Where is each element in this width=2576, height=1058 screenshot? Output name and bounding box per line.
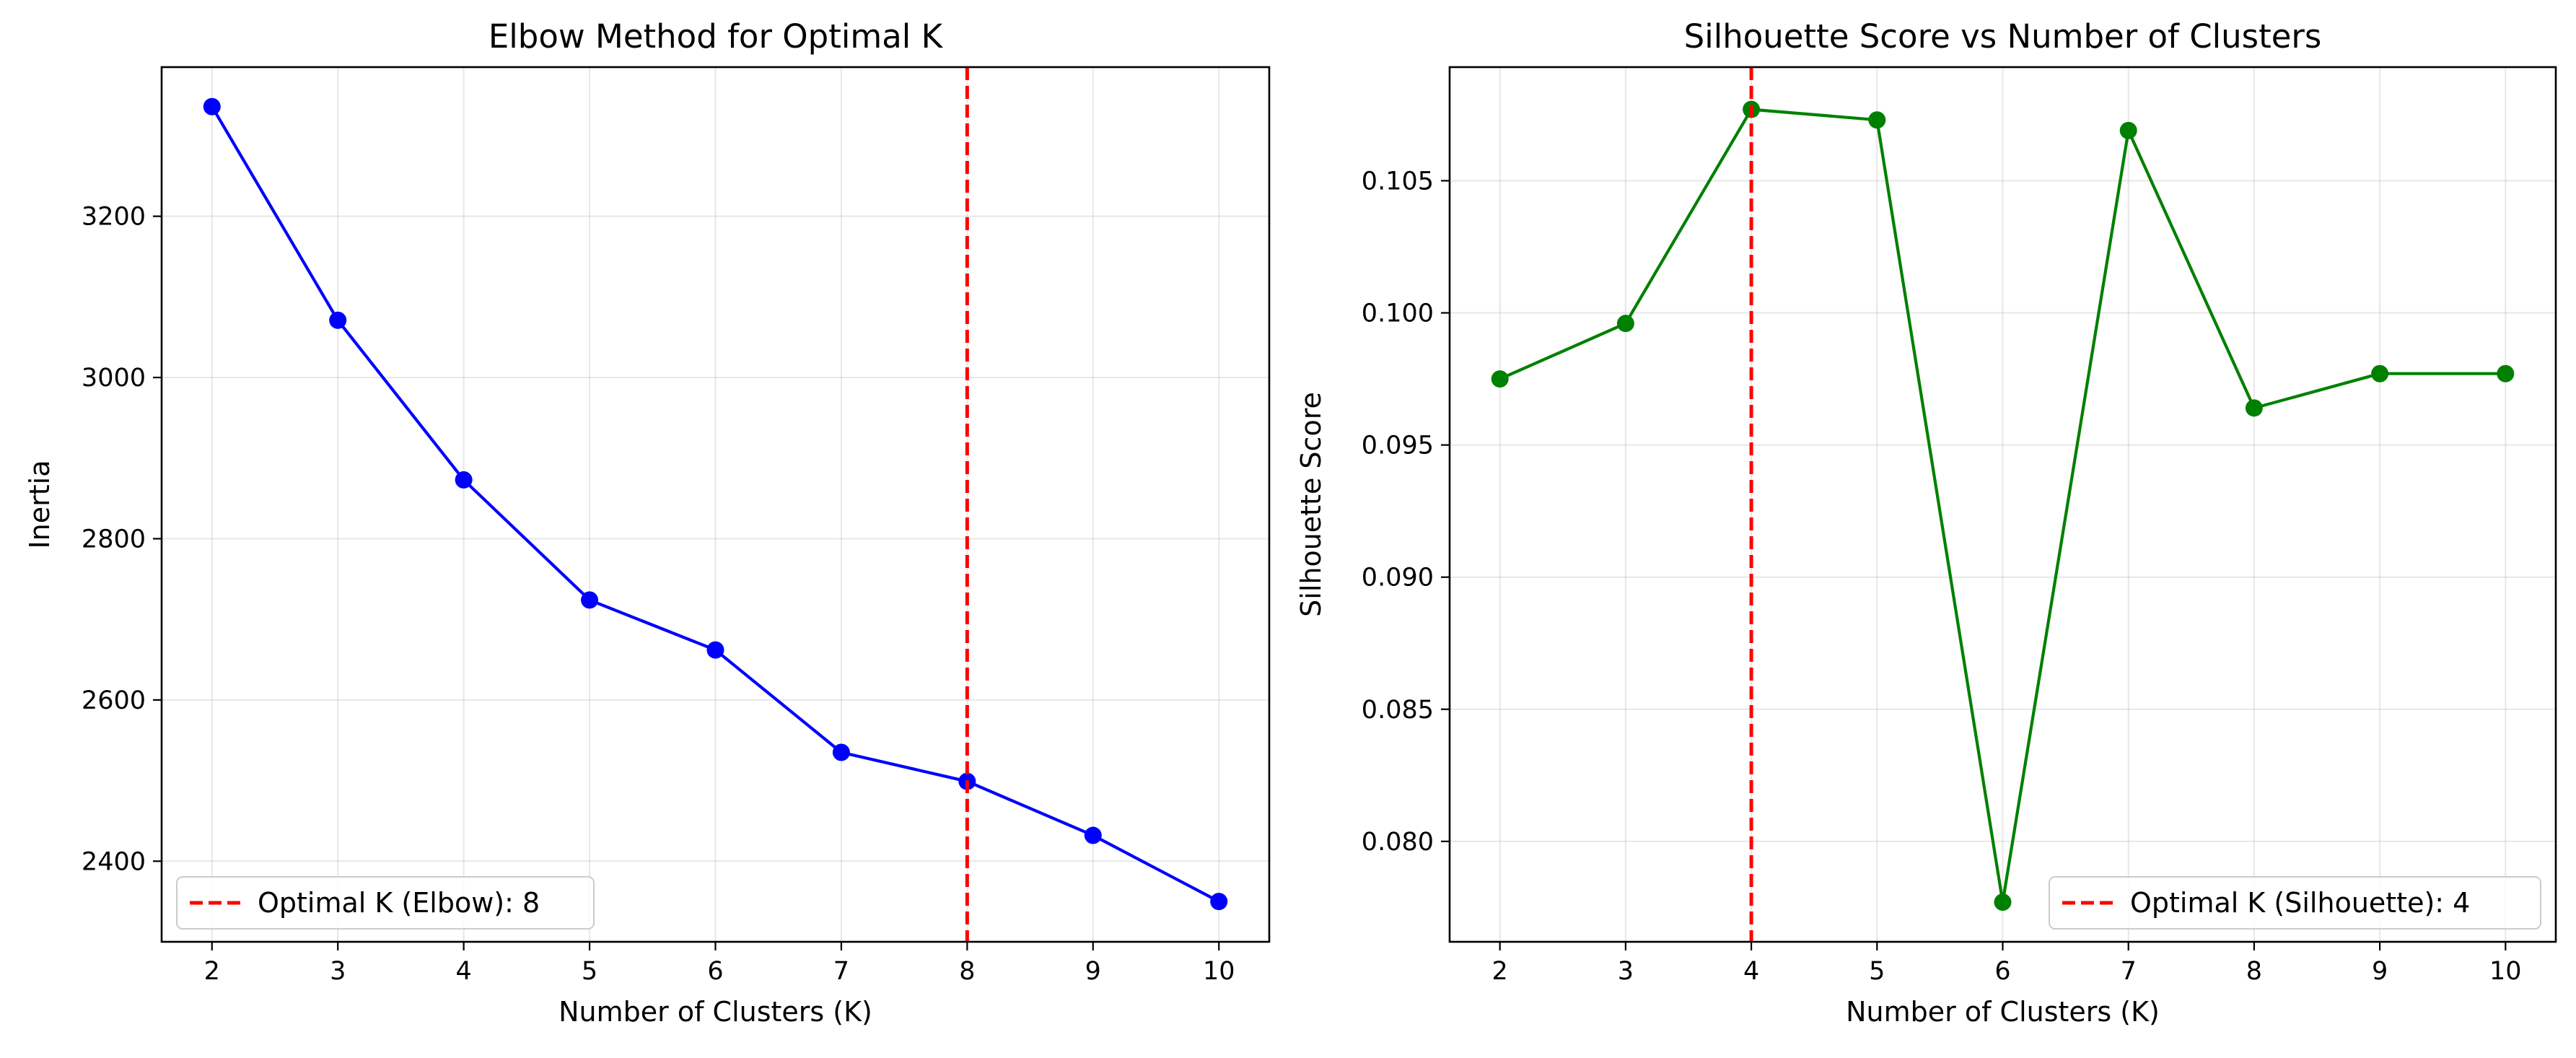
x-axis-label: Number of Clusters (K)	[558, 996, 872, 1028]
data-point	[1868, 111, 1886, 129]
legend: Optimal K (Elbow): 8	[176, 876, 595, 930]
y-tick-label: 0.105	[1362, 167, 1434, 196]
data-point	[2497, 364, 2515, 382]
x-tick-label: 4	[455, 957, 471, 986]
legend-box	[2049, 876, 2541, 930]
plot-area	[1450, 67, 2556, 942]
y-tick-label: 3200	[82, 203, 146, 232]
x-tick-label: 8	[959, 957, 975, 986]
data-point	[1491, 370, 1509, 388]
data-point	[203, 97, 221, 115]
x-tick-label: 9	[2372, 957, 2388, 986]
data-point	[1994, 893, 2012, 911]
x-tick-label: 7	[833, 957, 849, 986]
chart-1: 2 3 4 5 6 7 8 9 10 2400 2600 2800 3000 3200 Number of …	[24, 17, 1271, 1028]
x-tick-label: 3	[330, 957, 346, 986]
y-tick-label: 0.095	[1362, 432, 1434, 460]
y-tick-label: 0.100	[1362, 300, 1434, 328]
x-tick-label: 7	[2121, 957, 2137, 986]
y-tick-label: 3000	[82, 364, 146, 393]
data-point	[2245, 399, 2263, 417]
data-point	[1616, 315, 1634, 333]
data-point	[2119, 121, 2137, 139]
x-tick-label: 2	[204, 957, 220, 986]
x-tick-label: 5	[582, 957, 597, 986]
x-tick-label: 5	[1869, 957, 1885, 986]
chart-2: 2 3 4 5 6 7 8 9 10 0.080 0.085 0.090 0.095 0.100 0.105…	[1295, 17, 2557, 1028]
x-tick-label: 10	[2489, 957, 2522, 986]
data-point	[706, 641, 724, 659]
chart-title: Elbow Method for Optimal K	[489, 17, 944, 56]
legend-label: Optimal K (Elbow): 8	[258, 887, 540, 919]
x-tick-label: 8	[2246, 957, 2262, 986]
y-tick-label: 2800	[82, 525, 146, 554]
y-tick-label: 0.090	[1362, 564, 1434, 593]
data-point	[832, 743, 850, 761]
chart-title: Silhouette Score vs Number of Clusters	[1684, 17, 2322, 56]
x-tick-label: 4	[1743, 957, 1759, 986]
x-tick-label: 10	[1203, 957, 1235, 986]
data-point	[581, 591, 599, 609]
y-tick-label: 2400	[82, 847, 146, 876]
charts-root: 2 3 4 5 6 7 8 9 10 2400 2600 2800 3000 3200 Number of …	[24, 17, 2557, 1028]
x-tick-label: 9	[1085, 957, 1101, 986]
x-tick-label: 2	[1492, 957, 1508, 986]
legend-label: Optimal K (Silhouette): 4	[2130, 887, 2470, 919]
x-axis-label: Number of Clusters (K)	[1846, 996, 2160, 1028]
data-point	[1084, 826, 1102, 844]
y-tick-label: 0.085	[1362, 696, 1434, 725]
plot-area	[162, 67, 1269, 942]
x-tick-label: 6	[1994, 957, 2010, 986]
y-tick-label: 2600	[82, 686, 146, 715]
y-tick-label: 0.080	[1362, 828, 1434, 857]
legend-box	[176, 876, 595, 930]
x-tick-label: 3	[1618, 957, 1634, 986]
data-point	[2371, 364, 2389, 382]
data-point	[1210, 893, 1228, 911]
y-axis-label: Silhouette Score	[1295, 392, 1327, 617]
legend: Optimal K (Silhouette): 4	[2049, 876, 2541, 930]
data-point	[329, 311, 347, 329]
data-point	[455, 471, 473, 489]
y-axis-label: Inertia	[24, 460, 56, 548]
x-tick-label: 6	[707, 957, 723, 986]
